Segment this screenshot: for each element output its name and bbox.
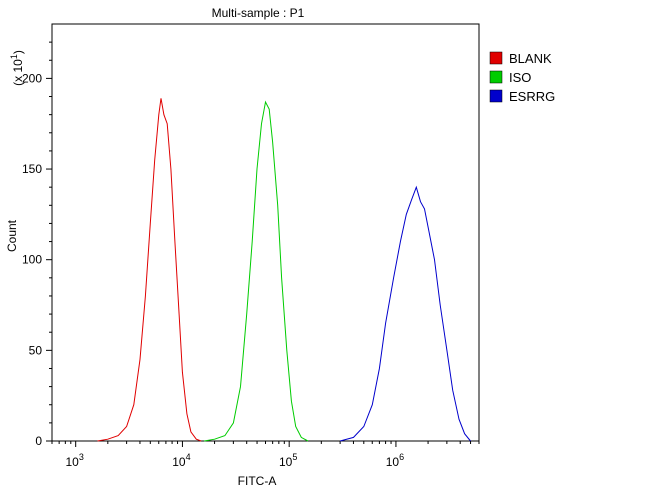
x-tick-base: 10 [172, 455, 186, 469]
y-tick-label: 0 [35, 434, 42, 448]
legend: BLANK ISO ESRRG [489, 51, 555, 104]
plot-area-frame [51, 23, 480, 442]
x-axis-ticks: 103 104 105 106 [51, 441, 480, 469]
x-tick-exponent: 4 [186, 452, 191, 462]
y-multiplier-prefix: (x 10 [11, 59, 25, 86]
y-axis-label: Count [5, 219, 19, 252]
x-tick-label: 106 [386, 452, 404, 469]
legend-swatch-blank [489, 51, 503, 65]
y-axis-multiplier: (x 101) [9, 50, 25, 86]
y-multiplier-exp: 1 [9, 54, 19, 59]
series-line-esrrg [339, 185, 471, 442]
x-tick-exponent: 3 [79, 452, 84, 462]
legend-label-iso: ISO [509, 70, 531, 85]
series-line-iso [204, 100, 309, 442]
y-multiplier-suffix: ) [11, 50, 25, 54]
legend-label-blank: BLANK [509, 51, 552, 66]
y-tick-label: 200 [22, 71, 42, 85]
legend-swatch-iso [489, 70, 503, 84]
y-tick-label: 100 [22, 253, 42, 267]
legend-label-esrrg: ESRRG [509, 89, 555, 104]
x-tick-base: 10 [279, 455, 293, 469]
x-tick-base: 10 [386, 455, 400, 469]
x-tick-label: 103 [65, 452, 83, 469]
x-tick-exponent: 6 [399, 452, 404, 462]
chart-title: Multi-sample : P1 [212, 6, 305, 20]
x-tick-base: 10 [65, 455, 79, 469]
x-tick-exponent: 5 [292, 452, 297, 462]
y-tick-label: 50 [29, 343, 43, 357]
legend-swatch-esrrg [489, 89, 503, 103]
x-axis-label: FITC-A [238, 474, 277, 488]
y-tick-label: 150 [22, 162, 42, 176]
x-tick-label: 104 [172, 452, 190, 469]
y-axis-ticks: 0 50 100 150 200 [22, 41, 52, 448]
x-tick-label: 105 [279, 452, 297, 469]
series-lines [97, 98, 471, 442]
series-line-blank [97, 98, 202, 442]
